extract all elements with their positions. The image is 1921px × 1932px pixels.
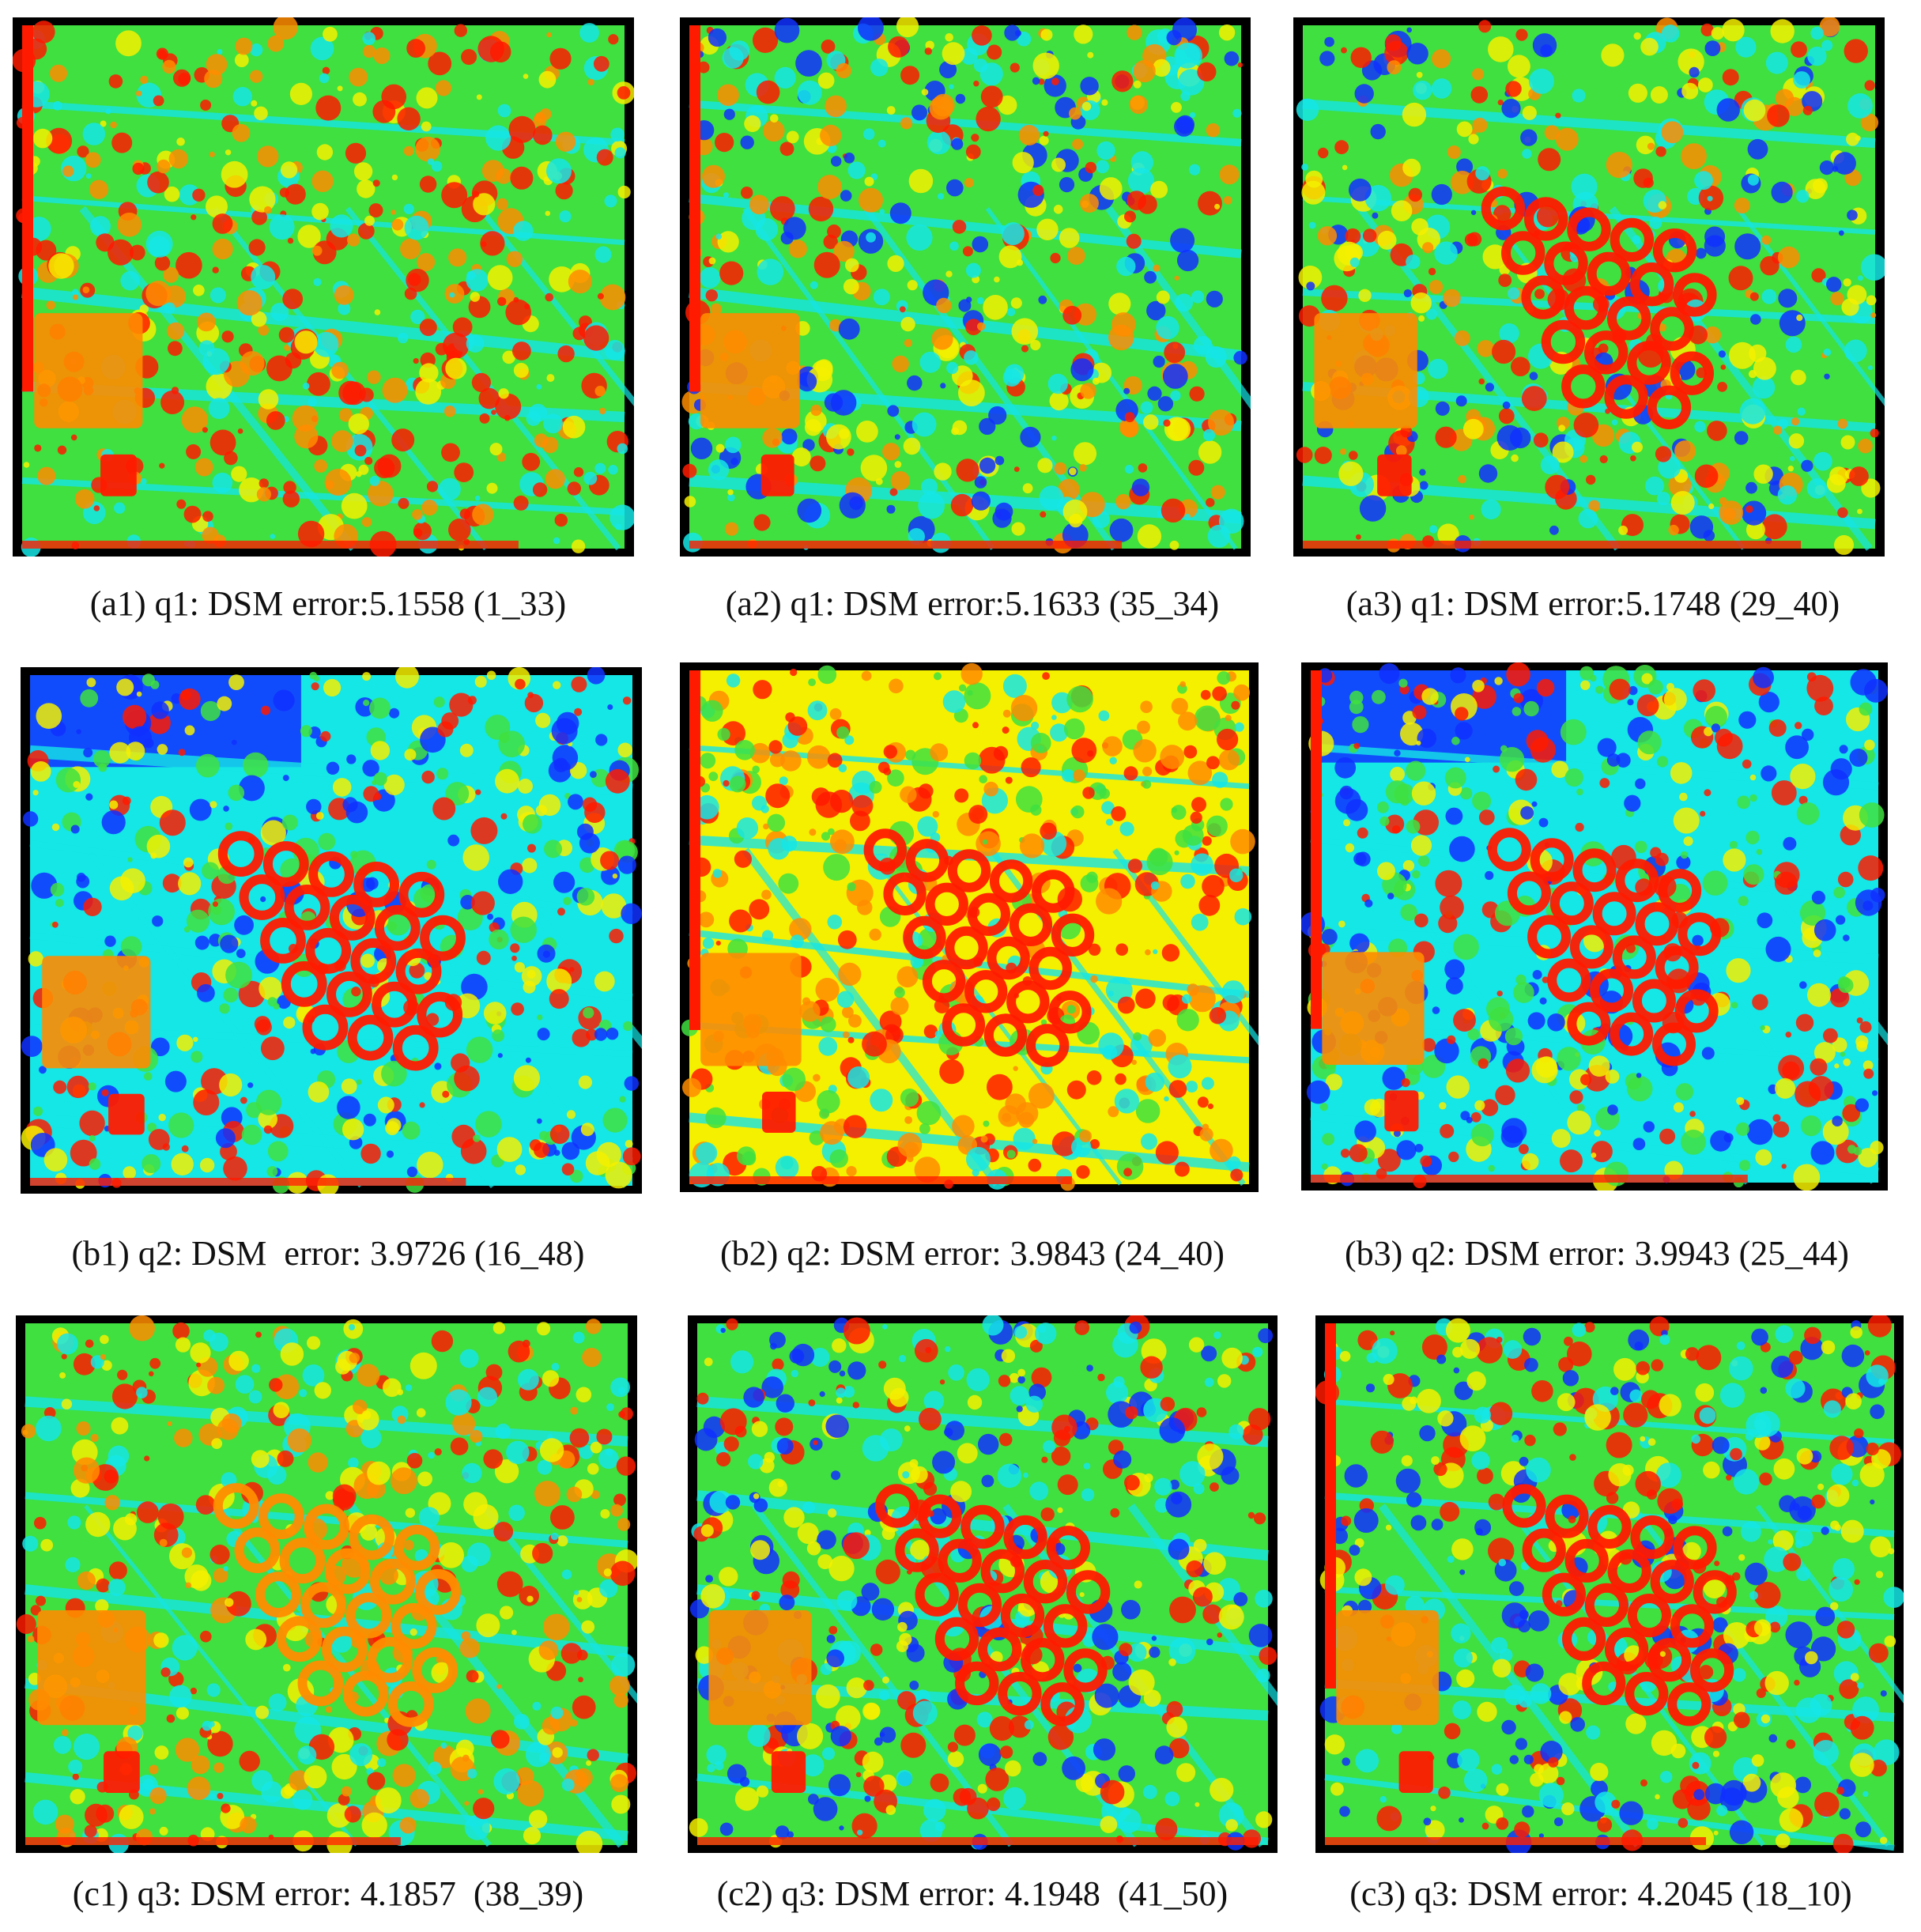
dsm-map-a1	[13, 17, 634, 557]
dsm-image-a1	[13, 17, 634, 557]
caption-b2: (b2) q2: DSM error: 3.9843 (24_40)	[720, 1234, 1225, 1273]
dsm-map-c3	[1315, 1315, 1904, 1853]
dsm-map-a3	[1296, 17, 1885, 555]
dsm-map-b2	[681, 662, 1259, 1191]
dsm-image-c1	[16, 1315, 637, 1853]
caption-c1: (c1) q3: DSM error: 4.1857 (38_39)	[72, 1874, 584, 1913]
dsm-image-c3	[1315, 1315, 1904, 1853]
caption-c2: (c2) q3: DSM error: 4.1948 (41_50)	[716, 1874, 1228, 1913]
caption-c3: (c3) q3: DSM error: 4.2045 (18_10)	[1349, 1874, 1852, 1913]
caption-b3: (b3) q2: DSM error: 3.9943 (25_44)	[1345, 1234, 1849, 1273]
dsm-map-a2	[681, 17, 1251, 554]
dsm-image-a3	[1293, 17, 1885, 557]
dsm-map-b1	[21, 667, 642, 1194]
caption-a3: (a3) q1: DSM error:5.1748 (29_40)	[1345, 584, 1840, 623]
dsm-image-b2	[680, 662, 1259, 1192]
dsm-image-a2	[680, 17, 1251, 557]
caption-a2: (a2) q1: DSM error:5.1633 (35_34)	[725, 584, 1220, 623]
caption-a1: (a1) q1: DSM error:5.1558 (1_33)	[89, 584, 567, 623]
dsm-image-c2	[688, 1315, 1278, 1853]
dsm-map-c1	[16, 1315, 637, 1853]
dsm-image-b3	[1301, 662, 1888, 1191]
dsm-image-b1	[21, 667, 642, 1194]
dsm-map-b3	[1301, 662, 1888, 1191]
dsm-map-c2	[689, 1315, 1278, 1851]
caption-b1: (b1) q2: DSM error: 3.9726 (16_48)	[71, 1234, 585, 1273]
